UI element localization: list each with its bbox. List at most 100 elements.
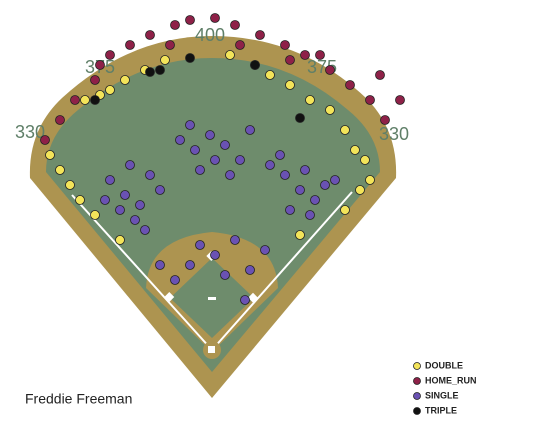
hit-point	[75, 195, 85, 205]
hit-point	[125, 40, 135, 50]
hit-point	[145, 170, 155, 180]
hit-point	[170, 275, 180, 285]
hit-point	[295, 113, 305, 123]
pitcher-rubber	[208, 297, 216, 300]
hit-point	[165, 40, 175, 50]
hit-point	[145, 67, 155, 77]
hit-point	[105, 175, 115, 185]
legend-marker	[413, 392, 421, 400]
hit-point	[275, 150, 285, 160]
hit-point	[105, 85, 115, 95]
hit-point	[295, 230, 305, 240]
hit-point	[245, 125, 255, 135]
hit-point	[340, 205, 350, 215]
hit-point	[45, 150, 55, 160]
hit-point	[260, 245, 270, 255]
hit-point	[375, 70, 385, 80]
hit-point	[190, 145, 200, 155]
foul-line	[211, 191, 353, 351]
hit-point	[235, 40, 245, 50]
base	[164, 292, 175, 302]
hit-point	[220, 270, 230, 280]
hit-point	[145, 30, 155, 40]
outfield-grass	[46, 58, 380, 372]
hit-point	[395, 95, 405, 105]
hit-point	[55, 165, 65, 175]
hit-point	[210, 13, 220, 23]
hit-point	[250, 60, 260, 70]
hit-point	[95, 60, 105, 70]
hit-point	[230, 20, 240, 30]
hit-point	[305, 95, 315, 105]
hit-point	[230, 235, 240, 245]
hit-point	[130, 215, 140, 225]
distance-label: 330	[379, 124, 409, 144]
hit-point	[285, 55, 295, 65]
chart-title: Freddie Freeman	[25, 391, 132, 407]
hit-point	[345, 80, 355, 90]
hit-point	[305, 210, 315, 220]
hit-point	[300, 165, 310, 175]
hit-point	[40, 135, 50, 145]
hit-point	[210, 155, 220, 165]
hit-point	[65, 180, 75, 190]
legend-marker	[413, 362, 421, 370]
hit-point	[55, 115, 65, 125]
base	[248, 292, 258, 303]
hit-point	[280, 170, 290, 180]
hit-point	[365, 95, 375, 105]
hit-point	[285, 205, 295, 215]
hit-point	[315, 50, 325, 60]
distance-label: 400	[195, 25, 225, 45]
hit-point	[280, 40, 290, 50]
hit-point	[255, 30, 265, 40]
hit-point	[340, 125, 350, 135]
hit-point	[205, 130, 215, 140]
legend-marker	[413, 377, 421, 385]
hit-point	[195, 240, 205, 250]
hit-point	[225, 50, 235, 60]
hit-point	[220, 140, 230, 150]
hit-point	[125, 160, 135, 170]
hit-point	[115, 235, 125, 245]
hit-point	[245, 265, 255, 275]
hit-point	[185, 260, 195, 270]
hit-point	[90, 210, 100, 220]
hit-point	[240, 295, 250, 305]
hit-point	[185, 53, 195, 63]
hit-point	[265, 70, 275, 80]
hit-point	[300, 50, 310, 60]
hit-point	[185, 120, 195, 130]
hit-point	[235, 155, 245, 165]
hit-point	[210, 250, 220, 260]
hit-point	[225, 170, 235, 180]
hit-point	[120, 75, 130, 85]
hit-point	[155, 65, 165, 75]
hit-point	[140, 225, 150, 235]
hit-point	[265, 160, 275, 170]
hit-point	[320, 180, 330, 190]
base	[208, 346, 215, 353]
hit-point	[195, 165, 205, 175]
hit-point	[185, 15, 195, 25]
legend-label: TRIPLE	[425, 405, 457, 415]
hit-point	[70, 95, 80, 105]
hit-point	[175, 135, 185, 145]
foul-line	[71, 194, 213, 351]
hit-point	[380, 115, 390, 125]
distance-label: 330	[15, 122, 45, 142]
hit-point	[135, 200, 145, 210]
hit-point	[105, 50, 115, 60]
hit-point	[355, 185, 365, 195]
hit-point	[350, 145, 360, 155]
legend-label: DOUBLE	[425, 360, 463, 370]
hit-point	[170, 20, 180, 30]
hit-point	[80, 95, 90, 105]
hit-point	[325, 65, 335, 75]
hit-point	[115, 205, 125, 215]
legend-label: HOME_RUN	[425, 375, 477, 385]
hit-point	[155, 185, 165, 195]
hit-point	[100, 195, 110, 205]
hit-point	[90, 75, 100, 85]
